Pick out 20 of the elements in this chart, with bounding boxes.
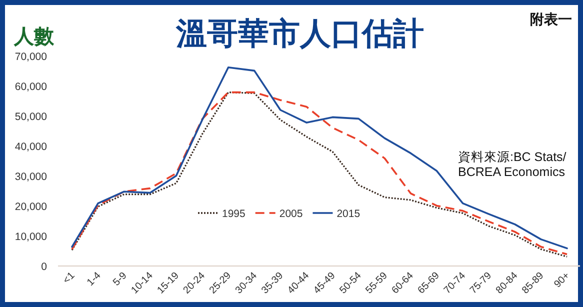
y-tick-label: 0 [41, 261, 48, 273]
y-tick-label: 40,000 [14, 141, 48, 153]
x-tick-label: 1-4 [85, 270, 104, 288]
legend-label: 2015 [336, 208, 360, 220]
y-tick-label: 60,000 [14, 81, 48, 93]
x-tick-label: 90+ [552, 270, 572, 290]
y-tick-label: 10,000 [14, 231, 48, 243]
chart-title: 溫哥華市人口估計 [175, 16, 424, 51]
y-tick-label: 30,000 [14, 171, 48, 183]
x-tick-label: <1 [61, 270, 78, 286]
x-tick-label: 5-9 [111, 270, 130, 288]
y-tick-label: 50,000 [14, 111, 48, 123]
text: 附表一 [530, 11, 572, 27]
y-tick-label: 70,000 [14, 51, 48, 63]
legend-label: 2005 [279, 208, 303, 220]
annotation: 資料來源:BC Stats/ BCREA Economics [458, 150, 567, 179]
line-series [71, 66, 568, 250]
y-tick-label: 20,000 [14, 201, 48, 213]
y-axis-title: 人數 [13, 26, 55, 48]
legend-label: 1995 [222, 208, 246, 220]
